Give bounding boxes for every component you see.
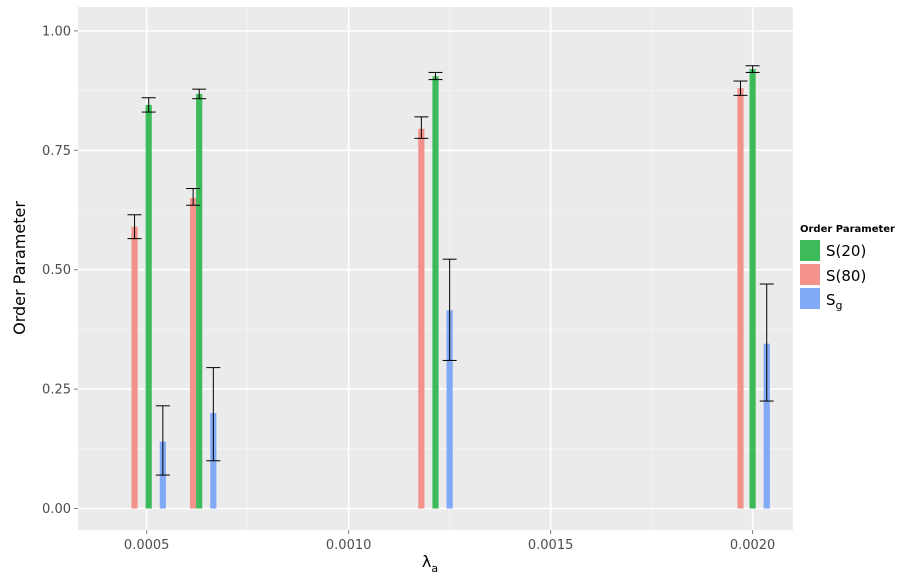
bar-s (763, 343, 770, 509)
y-tick-label: 0.75 (42, 144, 71, 159)
legend-title: Order Parameter (800, 224, 895, 235)
bar-s (446, 310, 453, 509)
legend-label-s80: S(80) (826, 267, 866, 285)
bar-s80 (131, 226, 138, 509)
legend-key-s20 (800, 240, 820, 261)
bar-s80 (190, 198, 197, 509)
y-tick-label: 0.00 (42, 502, 71, 517)
bar-s20 (196, 93, 203, 509)
x-tick-label: 0.0015 (528, 538, 574, 553)
x-axis: 0.0005 0.0010 0.0015 0.0020 (124, 530, 775, 553)
y-axis: 0.00 0.25 0.50 0.75 1.00 (42, 24, 78, 517)
legend-label-sg-main: S (826, 291, 836, 309)
legend-label-sg: Sg (826, 291, 843, 312)
bar-s20 (432, 76, 439, 509)
legend-label-s20: S(20) (826, 242, 866, 260)
x-tick-label: 0.0010 (326, 538, 372, 553)
y-tick-label: 1.00 (42, 24, 71, 39)
y-tick-label: 0.50 (42, 263, 71, 278)
legend-key-sg (800, 288, 820, 309)
bar-s80 (737, 88, 744, 509)
x-axis-title-main: λ (422, 552, 431, 571)
legend-label-sg-sub: g (836, 299, 843, 312)
x-tick-label: 0.0020 (730, 538, 776, 553)
y-axis-title: Order Parameter (10, 201, 29, 335)
legend: Order Parameter S(20) S(80) Sg (800, 224, 895, 312)
bar-s20 (145, 104, 152, 509)
x-axis-title-sub: a (431, 562, 438, 575)
x-tick-label: 0.0005 (124, 538, 170, 553)
legend-key-s80 (800, 264, 820, 285)
bar-s20 (749, 69, 756, 509)
x-axis-title: λa (422, 552, 438, 575)
y-tick-label: 0.25 (42, 383, 71, 398)
bar-s80 (418, 128, 425, 509)
error-bars (127, 65, 774, 476)
